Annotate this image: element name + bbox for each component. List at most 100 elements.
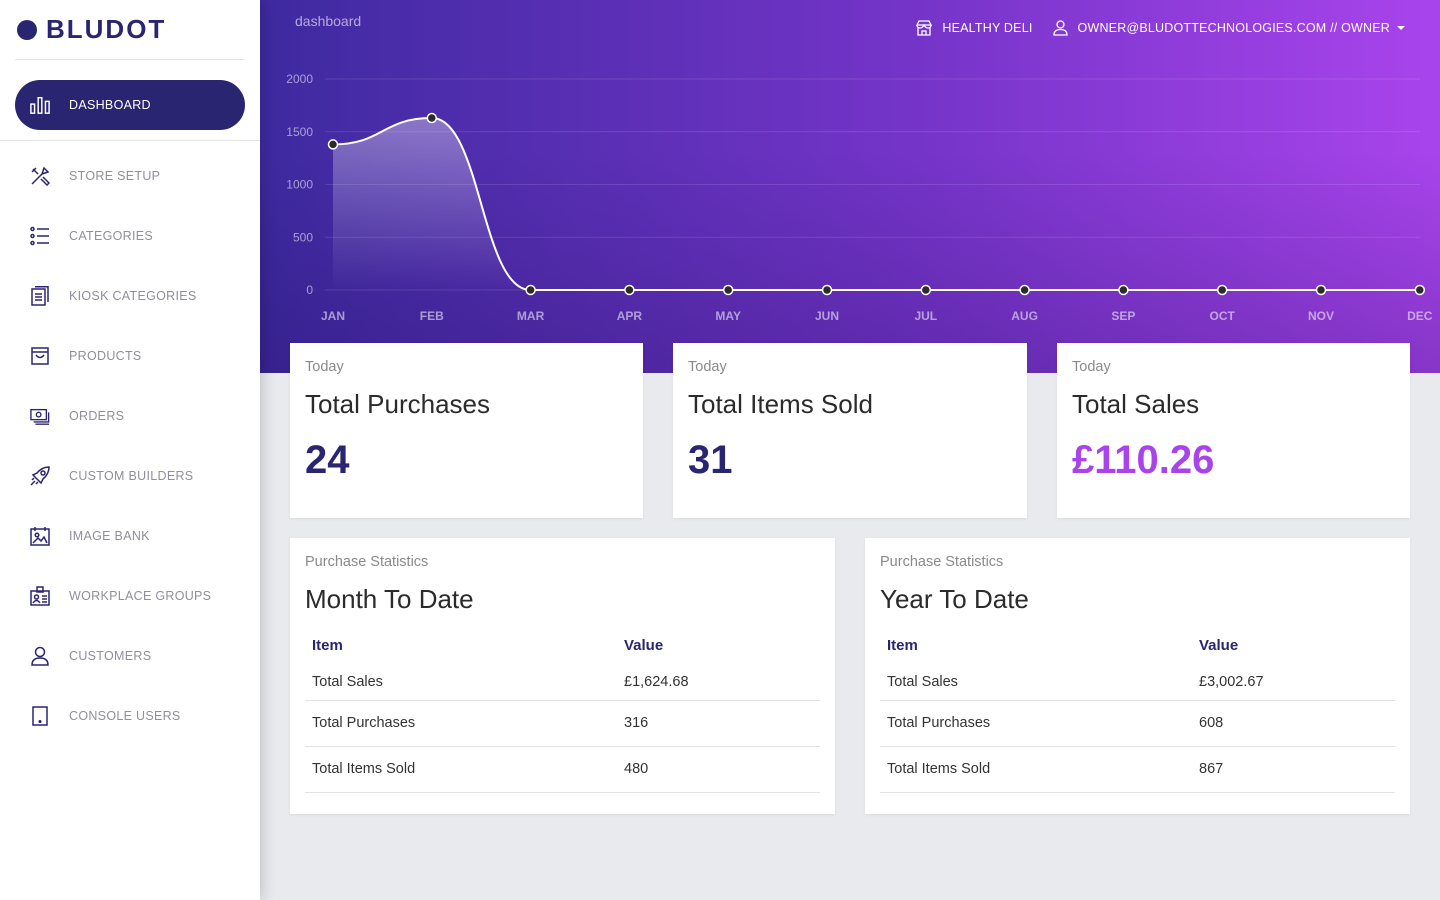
- y-tick-label: 1500: [286, 125, 313, 139]
- card-value: £110.26: [1072, 438, 1215, 482]
- card-title: Total Purchases: [305, 389, 490, 419]
- sidebar-nav: DASHBOARD STORE SETUP CATEGORIES KIOSK C…: [0, 80, 260, 746]
- data-point[interactable]: [1019, 284, 1030, 296]
- row-item: Total Sales: [305, 664, 617, 701]
- store-name: HEALTHY DELI: [942, 21, 1033, 35]
- row-item: Total Sales: [880, 664, 1192, 701]
- store-selector[interactable]: HEALTHY DELI: [916, 20, 1032, 36]
- table-row: Total Sales £3,002.67: [880, 664, 1395, 701]
- x-tick-label: JUL: [914, 309, 937, 323]
- x-tick-label: DEC: [1407, 309, 1433, 323]
- brand-logo[interactable]: BLUDOT: [15, 0, 245, 60]
- sales-line-chart: 0 500 1000 1500 2000 JAN FEB MAR APR MAY JUN JUL AUG…: [286, 72, 1433, 323]
- row-item: Total Items Sold: [880, 746, 1192, 793]
- x-tick-label: FEB: [420, 309, 444, 323]
- sidebar-item-label: CUSTOM BUILDERS: [69, 469, 194, 483]
- row-value: 316: [617, 700, 820, 747]
- sidebar-item-image-bank[interactable]: IMAGE BANK: [0, 506, 260, 566]
- sidebar-item-dashboard[interactable]: DASHBOARD: [15, 80, 245, 130]
- data-point[interactable]: [327, 139, 339, 150]
- series-area: [333, 118, 1420, 290]
- breadcrumb[interactable]: dashboard: [295, 13, 362, 29]
- data-point[interactable]: [426, 112, 438, 124]
- row-item: Total Items Sold: [305, 746, 617, 793]
- sidebar-item-store-setup[interactable]: STORE SETUP: [0, 146, 260, 206]
- sidebar-item-orders[interactable]: ORDERS: [0, 386, 260, 446]
- data-point[interactable]: [722, 284, 734, 296]
- document-list-icon: [30, 286, 50, 306]
- sidebar-divider: [0, 140, 260, 141]
- card-title: Total Sales: [1072, 389, 1200, 419]
- x-tick-label: JAN: [321, 309, 345, 323]
- table-row: Total Purchases 316: [305, 700, 820, 747]
- card-category: Purchase Statistics: [305, 554, 429, 570]
- sidebar-item-customers[interactable]: CUSTOMERS: [0, 626, 260, 686]
- sidebar-item-console-users[interactable]: CONSOLE USERS: [0, 686, 260, 746]
- row-value: 867: [1192, 746, 1395, 793]
- card-title: Year To Date: [880, 584, 1029, 614]
- sidebar-item-label: WORKPLACE GROUPS: [69, 589, 212, 603]
- sidebar-item-custom-builders[interactable]: CUSTOM BUILDERS: [0, 446, 260, 506]
- y-tick-label: 500: [293, 230, 313, 244]
- column-header-value: Value: [1199, 637, 1239, 654]
- sidebar-item-label: KIOSK CATEGORIES: [69, 289, 197, 303]
- logo-dot-icon: [17, 19, 37, 40]
- sidebar-item-workplace-groups[interactable]: WORKPLACE GROUPS: [0, 566, 260, 626]
- header-actions: HEALTHY DELI OWNER@BLUDOTTECHNOLOGIES.CO…: [896, 20, 1405, 36]
- y-tick-label: 1000: [286, 178, 313, 192]
- store-icon: [916, 20, 933, 36]
- sidebar-item-label: CATEGORIES: [69, 229, 154, 243]
- sidebar-item-label: CONSOLE USERS: [69, 709, 181, 723]
- row-value: £1,624.68: [617, 664, 820, 701]
- card-title: Total Items Sold: [688, 389, 873, 419]
- x-tick-label: OCT: [1210, 309, 1236, 323]
- shopping-bag-icon: [30, 346, 50, 366]
- row-item: Total Purchases: [305, 700, 617, 747]
- card-value: 24: [305, 438, 350, 482]
- stat-card-total-sales: Today Total Sales £110.26: [1057, 343, 1410, 518]
- sidebar-item-label: PRODUCTS: [69, 349, 142, 363]
- sidebar-item-label: ORDERS: [69, 409, 125, 423]
- sidebar-item-label: STORE SETUP: [69, 169, 161, 183]
- data-point[interactable]: [525, 284, 536, 296]
- year-to-date-table: Item Value Total Sales £3,002.67 Total P…: [880, 637, 1395, 793]
- y-tick-label: 2000: [286, 72, 313, 86]
- sidebar: BLUDOT DASHBOARD STORE SETUP CATEGORIES: [0, 0, 260, 900]
- tools-icon: [30, 166, 50, 186]
- bar-chart-icon: [30, 95, 50, 115]
- money-icon: [30, 406, 50, 426]
- data-point[interactable]: [920, 284, 932, 296]
- column-header-item: Item: [887, 637, 918, 654]
- stat-card-total-purchases: Today Total Purchases 24: [290, 343, 643, 518]
- row-value: £3,002.67: [1192, 664, 1395, 701]
- sidebar-item-products[interactable]: PRODUCTS: [0, 326, 260, 386]
- row-item: Total Purchases: [880, 700, 1192, 747]
- sidebar-item-categories[interactable]: CATEGORIES: [0, 206, 260, 266]
- table-row: Total Items Sold 480: [305, 746, 820, 793]
- data-point[interactable]: [624, 284, 635, 296]
- data-point[interactable]: [1118, 284, 1129, 296]
- month-to-date-table: Item Value Total Sales £1,624.68 Total P…: [305, 637, 820, 793]
- x-tick-label: MAY: [715, 309, 741, 323]
- table-row: Total Sales £1,624.68: [305, 664, 820, 701]
- sidebar-item-kiosk-categories[interactable]: KIOSK CATEGORIES: [0, 266, 260, 326]
- chevron-down-icon: [1397, 26, 1405, 30]
- sidebar-item-label: CUSTOMERS: [69, 649, 152, 663]
- column-header-value: Value: [624, 637, 664, 654]
- table-row: Total Items Sold 867: [880, 746, 1395, 793]
- data-point[interactable]: [821, 284, 833, 296]
- list-icon: [30, 226, 50, 246]
- user-menu[interactable]: OWNER@BLUDOTTECHNOLOGIES.COM // OWNER: [1052, 20, 1405, 36]
- data-point[interactable]: [1315, 284, 1327, 296]
- data-point[interactable]: [1414, 284, 1426, 296]
- card-value: 31: [688, 438, 733, 482]
- x-tick-label: NOV: [1308, 309, 1334, 323]
- month-to-date-card: Purchase Statistics Month To Date Item V…: [290, 538, 835, 814]
- card-title: Month To Date: [305, 584, 474, 614]
- data-point[interactable]: [1216, 284, 1228, 296]
- stat-card-total-items-sold: Today Total Items Sold 31: [673, 343, 1027, 518]
- card-category: Today: [305, 359, 344, 375]
- y-tick-label: 0: [306, 283, 313, 297]
- image-icon: [30, 526, 50, 546]
- x-tick-label: SEP: [1111, 309, 1135, 323]
